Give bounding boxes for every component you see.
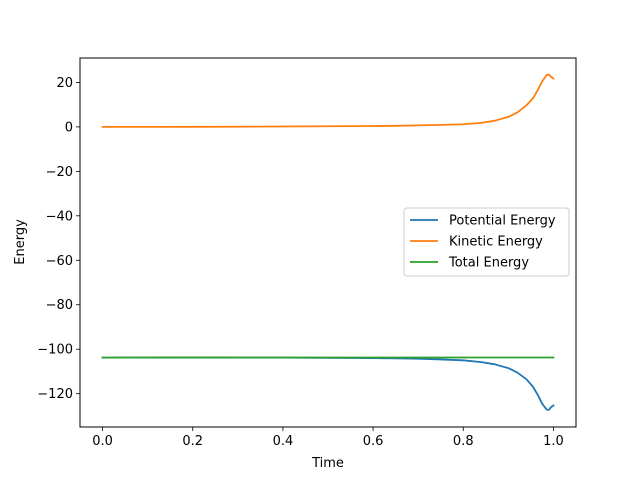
x-ticks: 0.0 0.2 0.4 0.6 0.8 1.0 [92, 427, 564, 449]
x-tick-label: 0.0 [92, 434, 113, 449]
series-lines [101, 73, 555, 411]
legend-label-potential-energy: Potential Energy [449, 214, 556, 229]
x-tick-label: 0.6 [363, 434, 384, 449]
x-axis-label: Time [311, 456, 344, 471]
y-tick-label: −40 [46, 209, 73, 224]
axes-frame [79, 57, 577, 428]
y-tick-label: 0 [65, 120, 73, 135]
y-tick-label: −20 [46, 165, 73, 180]
x-tick-label: 0.2 [182, 434, 203, 449]
y-tick-label: −80 [46, 298, 73, 313]
y-axis-label: Energy [13, 219, 28, 265]
x-tick-label: 1.0 [543, 434, 564, 449]
series-line-kinetic-energy [101, 73, 555, 128]
legend: Potential Energy Kinetic Energy Total En… [403, 207, 570, 277]
y-ticks: 20 0 −20 −40 −60 −80 −100 −120 [37, 76, 80, 402]
legend-box [403, 207, 570, 277]
legend-label-total-energy: Total Energy [448, 256, 529, 271]
y-tick-label: 20 [56, 76, 73, 91]
x-tick-label: 0.8 [453, 434, 474, 449]
y-tick-label: −120 [37, 387, 73, 402]
legend-label-kinetic-energy: Kinetic Energy [449, 235, 543, 250]
y-tick-label: −100 [37, 343, 73, 358]
x-tick-label: 0.4 [273, 434, 294, 449]
y-tick-label: −60 [46, 254, 73, 269]
